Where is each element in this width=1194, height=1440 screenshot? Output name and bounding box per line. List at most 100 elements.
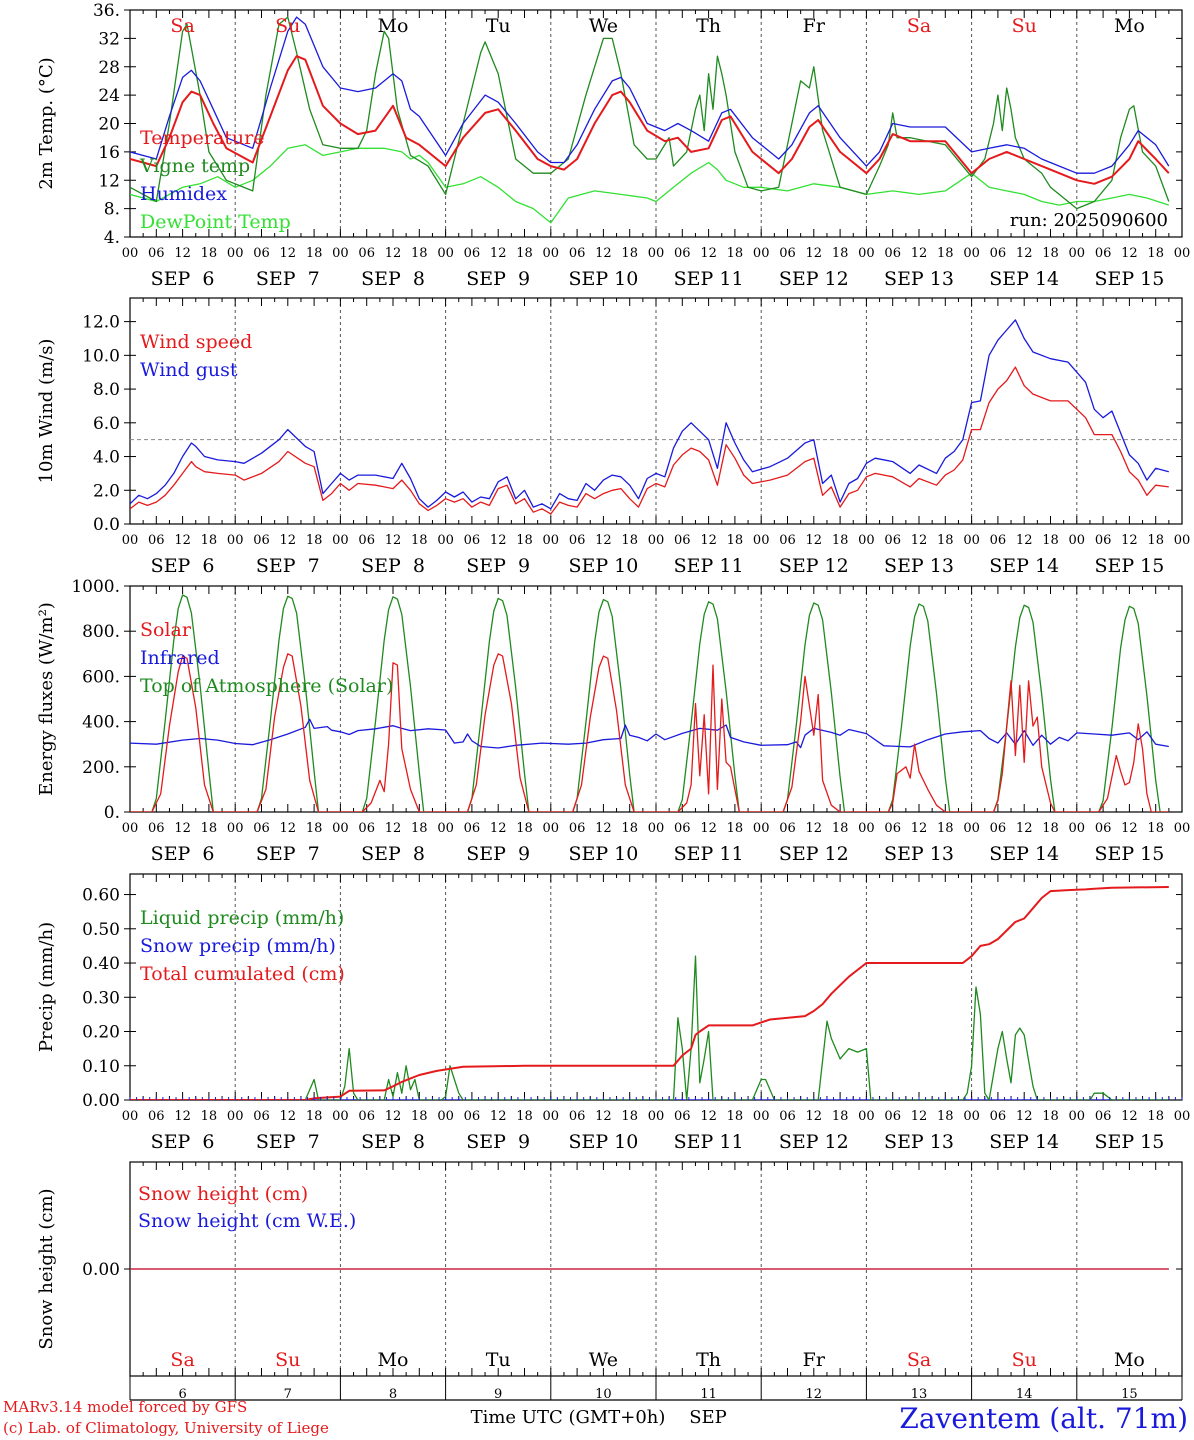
hour-label: 12	[490, 246, 507, 261]
panel-radiation: 0. 200. 400. 600. 800. 1000. Energy fluxes (W/…	[36, 577, 1190, 865]
y-tick-label: 0.60	[82, 886, 120, 906]
hour-label: 18	[306, 821, 323, 836]
panel-snow: 0.00 Snow height (cm) Snow height (cm) Snow…	[36, 1161, 1183, 1402]
hour-label: 12	[280, 246, 297, 261]
date-number: 13	[911, 1387, 928, 1402]
hour-label: 06	[674, 533, 691, 548]
hour-label: 06	[569, 246, 586, 261]
date-label: SEP 12	[779, 555, 849, 577]
hour-label: 00	[963, 821, 980, 836]
hour-label: 06	[884, 533, 901, 548]
series-line-infrared	[130, 718, 1169, 749]
hour-label: 00	[227, 821, 244, 836]
legend-entry: Vigne temp	[139, 155, 250, 177]
legend-entry: Wind gust	[140, 359, 238, 381]
date-number: 14	[1016, 1387, 1033, 1402]
date-label: SEP 14	[989, 555, 1059, 577]
y-axis-label: Snow height (cm)	[36, 1188, 57, 1349]
y-tick-label: 12.0	[82, 313, 120, 333]
date-label: SEP 6	[151, 268, 215, 290]
hour-label: 00	[858, 533, 875, 548]
hour-label: 00	[437, 533, 454, 548]
date-label: SEP 15	[1094, 268, 1164, 290]
date-number: 8	[389, 1387, 397, 1402]
date-label: SEP 12	[779, 268, 849, 290]
date-label: SEP 14	[989, 268, 1059, 290]
date-label: SEP 10	[568, 268, 638, 290]
y-tick-label: 0.30	[82, 988, 120, 1008]
hour-label: 18	[1042, 246, 1059, 261]
hour-label: 06	[1095, 1109, 1112, 1124]
series-line-liquid-precip-mm-h-	[130, 955, 1169, 1100]
legend-entry: Infrared	[140, 647, 220, 669]
hour-label: 06	[253, 1109, 270, 1124]
hour-label: 12	[385, 1109, 402, 1124]
panel-temperature: 4. 8. 12 16 20 24 28 32 36. 2m Temp. (°C) Temperat…	[36, 1, 1190, 290]
hour-label: 12	[911, 533, 928, 548]
hour-label: 06	[990, 1109, 1007, 1124]
legend-entry: Snow precip (mm/h)	[140, 935, 336, 957]
hour-label: 12	[1121, 1109, 1138, 1124]
legend-entry: Snow height (cm W.E.)	[138, 1210, 356, 1232]
hour-label: 06	[464, 533, 481, 548]
hour-label: 18	[411, 533, 428, 548]
hour-label: 06	[464, 1109, 481, 1124]
hour-label: 18	[201, 533, 218, 548]
hour-label: 12	[911, 821, 928, 836]
hour-label: 00	[648, 533, 665, 548]
day-name: Fr	[803, 1349, 826, 1371]
hour-label: 00	[648, 1109, 665, 1124]
legend-entry: Top of Atmosphere (Solar)	[140, 675, 393, 697]
run-label: run: 2025090600	[1010, 210, 1168, 231]
y-tick-label: 32	[98, 29, 120, 49]
date-label: SEP 8	[361, 268, 425, 290]
date-label: SEP 14	[989, 843, 1059, 865]
y-tick-label: 0.10	[82, 1057, 120, 1077]
y-tick-label: 2.0	[93, 481, 120, 501]
date-label: SEP 6	[151, 555, 215, 577]
hour-label: 12	[1121, 533, 1138, 548]
y-tick-label: 0.40	[82, 954, 120, 974]
hour-label: 00	[437, 246, 454, 261]
hour-label: 12	[1016, 246, 1033, 261]
legend-entry: Liquid precip (mm/h)	[140, 907, 344, 929]
day-name: Su	[275, 15, 300, 37]
hour-label: 06	[779, 821, 796, 836]
day-name: Sa	[907, 15, 931, 37]
y-tick-label: 600.	[82, 667, 120, 687]
date-label: SEP 8	[361, 1131, 425, 1153]
legend-entry: Humidex	[140, 183, 227, 205]
series-line-solar	[130, 653, 1169, 812]
hour-label: 18	[621, 1109, 638, 1124]
date-label: SEP 13	[884, 1131, 954, 1153]
legend-entry: Total cumulated (cm)	[140, 963, 345, 985]
date-label: SEP 14	[989, 1131, 1059, 1153]
y-tick-label: 0.0	[93, 515, 120, 535]
hour-label: 12	[490, 1109, 507, 1124]
y-axis-label: 10m Wind (m/s)	[36, 339, 57, 484]
hour-label: 06	[1095, 821, 1112, 836]
date-label: SEP 6	[151, 843, 215, 865]
hour-label: 12	[911, 1109, 928, 1124]
day-name: Sa	[170, 15, 194, 37]
hour-label: 18	[1147, 533, 1164, 548]
date-label: SEP 13	[884, 843, 954, 865]
hour-label: 00	[543, 246, 560, 261]
hour-label: 00	[648, 821, 665, 836]
hour-label: 06	[990, 533, 1007, 548]
hour-label: 00	[648, 246, 665, 261]
hour-label: 06	[464, 246, 481, 261]
hour-label: 00	[858, 1109, 875, 1124]
y-tick-label: 800.	[82, 622, 120, 642]
date-label: SEP 7	[256, 1131, 320, 1153]
date-number: 9	[494, 1387, 502, 1402]
y-tick-label: 400.	[82, 713, 120, 733]
day-name: Th	[696, 1349, 721, 1371]
y-tick-label: 4.0	[93, 448, 120, 468]
date-label: SEP 9	[466, 555, 530, 577]
hour-label: 12	[700, 246, 717, 261]
y-axis-label: 2m Temp. (°C)	[36, 57, 57, 189]
y-tick-label: 6.0	[93, 414, 120, 434]
hour-label: 00	[332, 1109, 349, 1124]
hour-label: 18	[832, 1109, 849, 1124]
